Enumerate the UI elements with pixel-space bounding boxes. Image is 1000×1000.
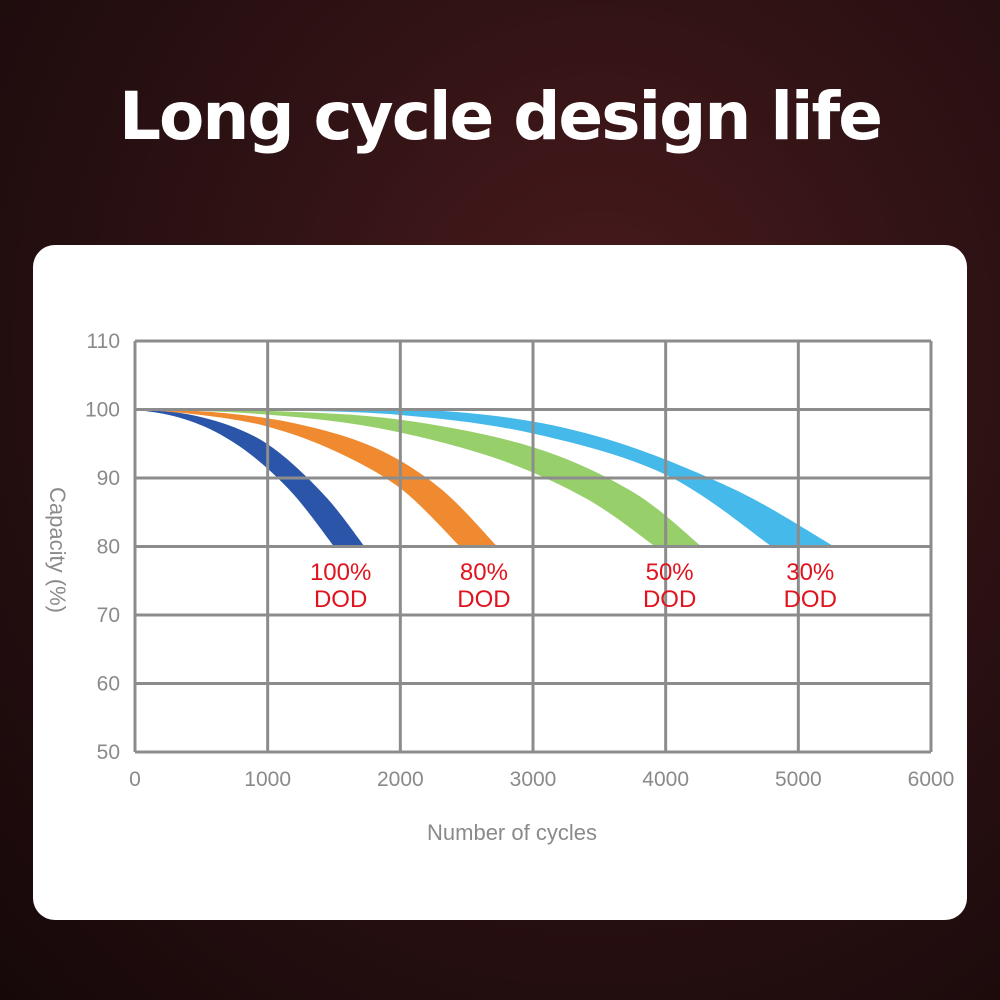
dod-label-top-0: 100% [310,559,371,586]
dod-label-bottom-3: DOD [784,586,837,613]
y-tick-0: 50 [97,741,120,764]
x-tick-0: 0 [129,768,141,791]
y-tick-6: 110 [87,330,120,353]
y-axis-label: Capacity (%) [45,487,70,613]
dod-label-top-1: 80% [460,559,508,586]
dod-label-bottom-0: DOD [314,586,367,613]
x-axis-label: Number of cycles [427,820,597,845]
x-tick-3: 3000 [510,768,557,791]
y-tick-4: 90 [97,467,120,490]
band-series-0 [135,409,365,547]
dod-label-top-3: 30% [786,559,834,586]
x-tick-2: 2000 [377,768,424,791]
page-title: Long cycle design life [118,78,883,155]
dod-label-top-2: 50% [646,559,694,586]
dod-label-bottom-1: DOD [457,586,510,613]
y-tick-1: 60 [97,673,120,696]
dod-label-bottom-2: DOD [643,586,696,613]
chart-card [33,245,967,920]
x-tick-4: 4000 [642,768,689,791]
x-tick-1: 1000 [244,768,291,791]
y-tick-5: 100 [85,399,120,422]
x-tick-6: 6000 [908,768,955,791]
y-tick-2: 70 [97,604,120,627]
x-tick-5: 5000 [775,768,822,791]
y-tick-3: 80 [97,536,120,559]
